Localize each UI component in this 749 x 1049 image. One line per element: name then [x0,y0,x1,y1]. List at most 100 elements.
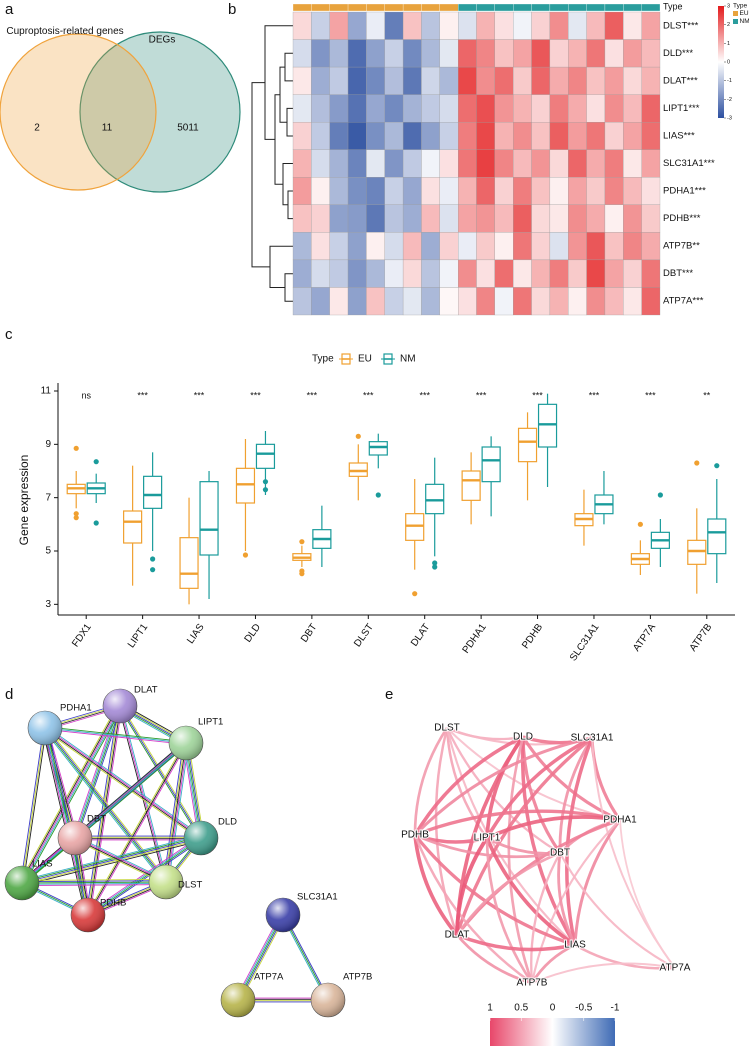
heat-cell [347,259,367,288]
row-label: DLD*** [663,48,693,59]
heat-cell [329,177,349,205]
gene-label: DLAT [445,930,470,941]
string-edge [44,728,186,745]
box-outlier [375,492,381,498]
heat-cell [604,232,624,261]
heat-cell [439,39,459,68]
x-tick-label: DLD [243,622,263,645]
heat-cell [439,122,459,150]
heat-cell [568,11,587,40]
heat-cell [531,149,551,178]
heat-cell [347,287,367,316]
panel-label: c [5,326,13,343]
scale-tick-label: -3 [727,115,732,121]
heat-cell [329,287,349,316]
heat-cell [494,149,514,178]
heat-cell [476,66,496,95]
heat-cell [623,39,642,68]
heat-cell [366,287,385,316]
significance: *** [307,390,318,400]
string-edge [22,884,167,887]
box-outlier [73,445,79,451]
heat-cell [329,259,349,288]
heat-cell [311,149,330,178]
heat-cell [586,66,606,95]
string-edge [46,726,168,882]
string-edge [45,727,77,838]
heat-cell [292,94,312,123]
heat-cell [457,259,477,288]
box-outlier [262,487,269,493]
box [368,441,388,456]
box [123,510,143,544]
box-outlier [299,571,305,577]
heat-cell [329,122,349,150]
x-tick-label: LIAS [185,622,207,646]
heat-cell [366,204,385,233]
correlation-edge [531,962,676,984]
type-cell [568,3,587,12]
heat-cell [439,11,459,40]
heat-cell [347,149,367,178]
x-tick-label: FDX1 [70,622,94,650]
protein-label: SLC31A1 [297,892,338,903]
heat-cell [347,39,367,68]
heat-cell [402,122,422,150]
box [517,427,538,463]
heat-cell [623,177,642,205]
heat-cell [604,287,624,316]
heat-cell [641,232,661,261]
heat-cell [421,259,440,288]
protein-label: ATP7B [343,972,372,983]
box [348,462,368,477]
heat-cell [366,66,385,95]
type-cell [586,3,606,12]
x-tick-label: ATP7A [631,622,658,654]
heat-cell [329,39,349,68]
heat-cell [329,66,349,95]
heat-cell [457,66,477,95]
heat-cell [586,122,606,150]
type-cell [494,3,514,12]
string-edge [22,840,202,886]
heat-cell [513,66,532,95]
heat-cell [476,11,496,40]
correlation-edge [559,852,676,969]
legend-swatch [733,19,738,24]
heat-cell [604,259,624,288]
heat-cell [586,232,606,261]
type-cell [384,3,404,12]
string-edge [21,727,46,884]
type-cell [366,3,385,12]
string-edge [88,839,203,917]
protein-label: DBT [87,814,106,825]
significance: *** [194,390,205,400]
heat-cell [568,149,587,178]
string-edge [86,742,186,915]
heat-cell [402,94,422,123]
protein-node-shine [184,821,218,855]
box-outlier [150,556,156,562]
box [707,518,727,555]
heat-cell [531,287,551,316]
heat-cell [384,232,404,261]
heat-cell [311,122,330,150]
correlation-edge [455,851,561,936]
heat-cell [604,204,624,233]
protein-node-shine [221,983,255,1017]
string-edge [22,728,47,884]
string-edge [22,744,188,885]
x-tick-label: PDHB [520,622,545,651]
heat-cell [292,149,312,178]
string-edge [88,743,188,916]
heat-cell [604,11,624,40]
heat-cell [531,11,551,40]
heat-cell [513,11,532,40]
heat-cell [384,11,404,40]
heat-cell [494,122,514,150]
gene-label: PDHB [401,830,429,841]
heat-cell [476,149,496,178]
box-outlier [412,591,418,597]
heat-cell [549,66,569,95]
string-edge [42,728,86,916]
